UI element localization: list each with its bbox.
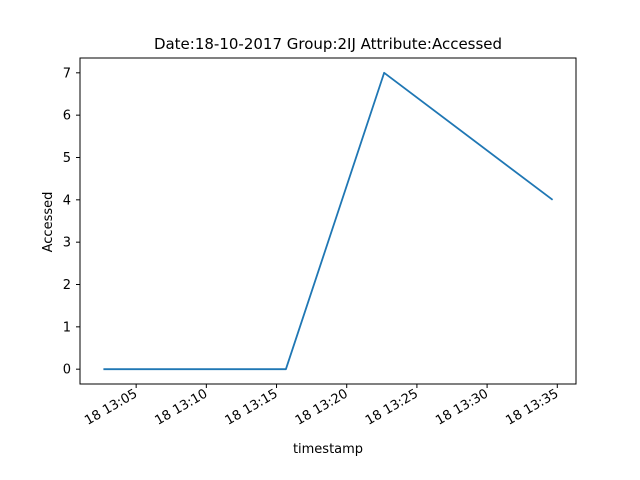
y-tick-label: 4: [63, 193, 71, 208]
y-tick-label: 2: [63, 278, 71, 293]
y-tick-label: 6: [63, 109, 71, 124]
axes-frame: [79, 57, 577, 385]
y-axis-label: Accessed: [41, 192, 56, 253]
chart-title: Date:18-10-2017 Group:2IJ Attribute:Acce…: [154, 35, 502, 53]
series-line: [103, 71, 554, 371]
y-tick-label: 7: [63, 66, 71, 81]
y-tick-label: 1: [63, 320, 71, 335]
x-axis-label: timestamp: [293, 442, 363, 457]
y-tick-label: 5: [63, 151, 71, 166]
y-tick-label: 3: [63, 236, 71, 251]
y-tick-label: 0: [63, 363, 71, 378]
